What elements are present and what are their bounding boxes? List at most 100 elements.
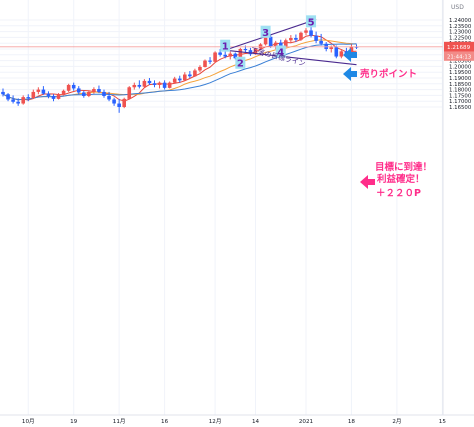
candle-body (349, 46, 354, 56)
time-axis[interactable]: 10月 19 11月 16 12月 14 2021 18 2月 15 (22, 418, 446, 425)
price-axis[interactable]: 1.240001.235001.230001.225001.220001.215… (449, 18, 472, 111)
wave-label-box (220, 39, 231, 52)
candle-body (132, 84, 137, 88)
time-tick-label: 11月 (113, 418, 126, 425)
countdown-value: 21:44:13 (447, 54, 471, 60)
candle-body (198, 66, 202, 71)
candle-body (253, 48, 258, 55)
wave-label-3: 3 (262, 28, 269, 39)
wave-label-box (306, 15, 317, 28)
candle-body (167, 82, 172, 88)
candle-body (208, 60, 212, 62)
price-tick-label: 1.23500 (449, 24, 472, 30)
time-tick-label: 2021 (299, 419, 314, 425)
target-reached-label: 目標に到達！ (375, 161, 432, 173)
candle-body (142, 80, 147, 87)
candle-body (314, 35, 318, 41)
time-tick-label: 18 (348, 419, 356, 425)
price-tick-label: 1.19500 (449, 70, 472, 76)
candle-body (46, 93, 51, 96)
candle-body (284, 40, 288, 47)
candle-body (319, 40, 323, 44)
candle-body (41, 89, 46, 94)
candle-body (188, 74, 192, 77)
candle-body (1, 91, 5, 95)
candle-body (248, 50, 253, 55)
sell-point-label: 売りポイント (360, 68, 417, 80)
candle-body (289, 37, 293, 41)
candle-body (258, 44, 263, 49)
candle-body (51, 95, 56, 99)
current-price-value: 1.21689 (447, 45, 471, 51)
price-tick-label: 1.18500 (449, 82, 472, 88)
current-price-box: 1.21689 21:44:13 (444, 41, 474, 61)
time-tick-label: 16 (161, 419, 169, 425)
ma-line-21 (2, 43, 357, 101)
wave-label-box (260, 25, 271, 38)
candle-body (36, 89, 41, 92)
countdown-box-bg (444, 51, 474, 61)
candle-body (223, 54, 227, 57)
price-tick-label: 1.19000 (449, 76, 472, 82)
candle-body (16, 101, 20, 104)
pink-arrow-icon (360, 175, 375, 189)
candle-body (203, 60, 207, 67)
candle-body (147, 80, 152, 84)
candle-body (193, 70, 197, 77)
time-tick-label: 19 (70, 419, 78, 425)
time-tick-label: 12月 (209, 418, 222, 425)
candle-body (66, 84, 71, 91)
price-tick-label: 1.24000 (449, 18, 472, 24)
upper-trendline (225, 18, 317, 51)
lower-trendline (225, 49, 357, 66)
candle-body (56, 94, 61, 99)
candle-body (172, 78, 177, 83)
left-arrow-icon (343, 48, 357, 62)
wave-label-2: 2 (237, 59, 244, 70)
candle-body (299, 32, 303, 40)
candle-body (127, 87, 132, 99)
candle-body (213, 52, 217, 62)
candle-body (82, 92, 86, 96)
candle-body (263, 36, 268, 45)
price-tick-label: 1.16500 (449, 105, 472, 111)
candle-body (107, 95, 111, 100)
price-tick-label: 1.20500 (449, 59, 472, 65)
candle-body (117, 103, 121, 107)
candle-body (238, 49, 243, 59)
candle-body (278, 42, 283, 47)
candle-body (339, 51, 344, 57)
profit-taken-label: 利益確定！ (376, 173, 425, 185)
candle-body (157, 82, 162, 85)
candle-body (233, 53, 238, 59)
candle-body (228, 53, 233, 57)
candle-body (122, 98, 126, 107)
price-tick-label: 1.20000 (449, 64, 472, 70)
time-tick-label: 15 (439, 419, 447, 425)
candle-body (273, 42, 278, 47)
time-axis-panel (0, 415, 474, 427)
candle-body (61, 90, 66, 95)
candle-body (6, 94, 10, 100)
candle-body (102, 91, 106, 96)
candle-body (177, 78, 182, 81)
candle-body (87, 91, 91, 96)
left-arrow-icon (343, 67, 357, 81)
time-tick-label: 2月 (392, 418, 401, 425)
wave-label-box (235, 56, 246, 69)
candle-body (137, 84, 142, 87)
pips-gain-label: ＋２２０P (376, 188, 421, 199)
candle-body (329, 47, 334, 49)
candle-body (243, 49, 248, 51)
wave-label-1: 1 (222, 42, 229, 53)
time-tick-label: 10月 (22, 418, 35, 425)
candle-body (71, 84, 76, 89)
wave-label-4: 4 (277, 47, 284, 58)
price-tick-label: 1.23000 (449, 30, 472, 36)
candle-body (152, 83, 157, 85)
candle-body (112, 99, 116, 104)
candle-body (334, 47, 339, 57)
candle-body (21, 97, 25, 104)
